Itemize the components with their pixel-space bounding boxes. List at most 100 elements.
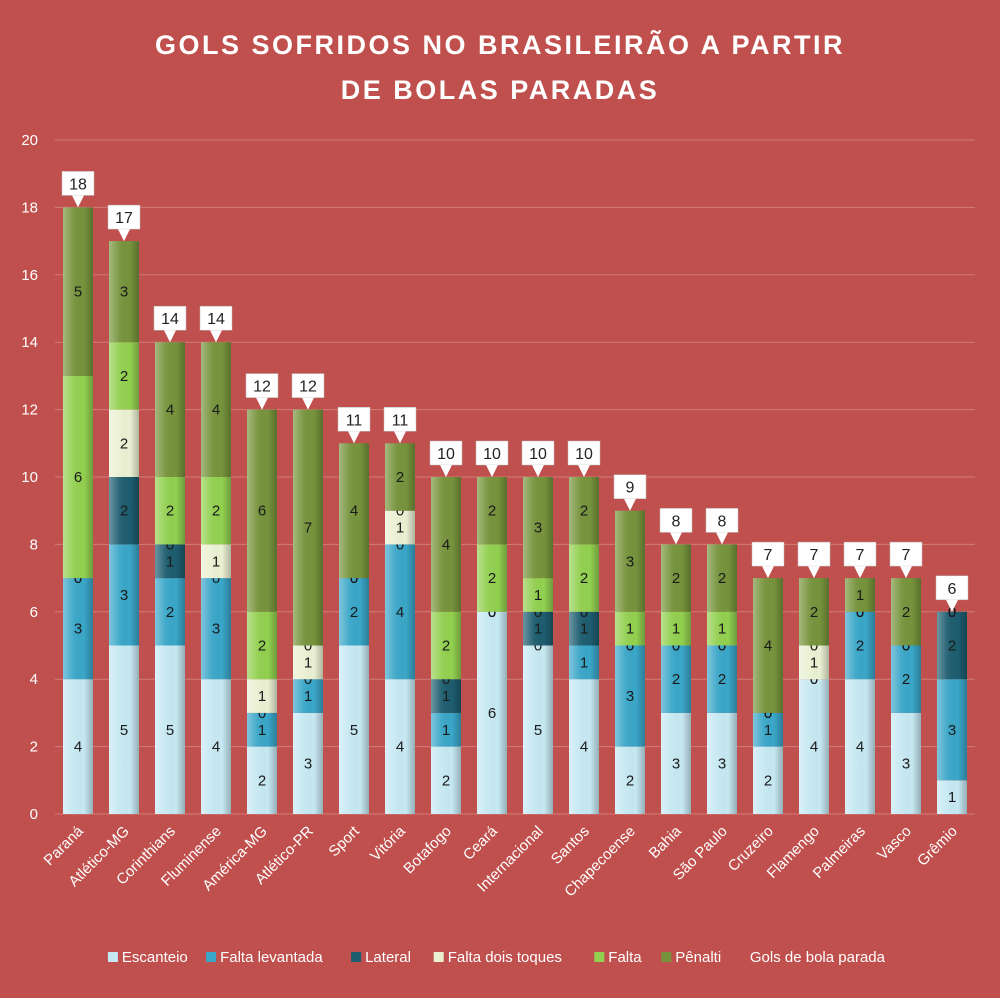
total-pointer (532, 465, 544, 477)
segment-value-label: 2 (488, 570, 496, 587)
total-pointer (256, 397, 268, 410)
legend-swatch (107, 952, 118, 962)
bar-segment-shade (109, 477, 139, 545)
legend-item-falta-levantada: Falta levantada (206, 949, 323, 966)
segment-value-label: 1 (718, 621, 726, 638)
total-callout: 10 (429, 440, 463, 477)
segment-value-label: 2 (488, 503, 496, 520)
bar-segment-shade (845, 611, 875, 680)
bar-segment-shade (937, 679, 967, 781)
total-pointer (210, 330, 222, 343)
total-box (659, 508, 693, 533)
segment-value-label: 2 (442, 638, 450, 655)
segment-value-label: 0 (810, 671, 818, 688)
segment-value-label: 0 (810, 638, 818, 655)
segment-value-label: 2 (718, 671, 726, 688)
total-box (567, 440, 601, 466)
total-pointer (486, 465, 498, 477)
total-value-label: 10 (437, 446, 455, 463)
legend-swatch (351, 952, 362, 962)
segment-value-label: 0 (672, 638, 680, 655)
segment-value-label: 3 (534, 520, 542, 537)
bar-segment-shade (845, 578, 875, 612)
bar-segment-shade (569, 679, 599, 814)
total-pointer (716, 532, 728, 545)
legend-item-escanteio: Escanteio (107, 949, 188, 966)
bar-segment-shade (155, 477, 185, 545)
total-callout: 12 (245, 373, 279, 410)
legend: Escanteio Falta levantada Lateral Falta doi… (107, 949, 886, 966)
segment-value-label: 0 (534, 638, 542, 655)
segment-value-label: 2 (258, 638, 266, 655)
total-value-label: 7 (810, 547, 819, 564)
segment-value-label: 0 (258, 705, 266, 722)
total-pointer (762, 566, 774, 579)
y-tick-label: 4 (30, 671, 38, 688)
segment-value-label: 4 (396, 604, 404, 621)
segment-value-label: 0 (626, 638, 634, 655)
bar-segment-shade (615, 645, 645, 747)
bar-segment-shade (753, 712, 783, 747)
total-value-label: 8 (672, 513, 681, 530)
bar-segment-shade (799, 578, 829, 646)
bar-segment-shade (339, 443, 369, 579)
segment-value-label: 1 (396, 520, 404, 537)
bar-segment-shade (431, 611, 461, 680)
bar-segment-shade (201, 544, 231, 579)
bar-segment-shade (63, 679, 93, 814)
total-value-label: 11 (392, 412, 409, 429)
bar-segment-shade (63, 207, 93, 376)
bar-segment-shade (63, 578, 93, 680)
segment-value-label: 4 (350, 503, 358, 520)
bar-segment-shade (891, 712, 921, 814)
total-pointer (808, 566, 820, 579)
segment-value-label: 2 (672, 570, 680, 587)
segment-value-label: 0 (856, 604, 864, 621)
segment-value-label: 0 (810, 671, 818, 688)
bar-segment-shade (845, 679, 875, 814)
total-pointer (164, 330, 176, 343)
total-callout: 7 (797, 541, 831, 579)
segment-value-label: 0 (718, 638, 726, 655)
bar-segment-shade (707, 611, 737, 646)
bar-segment-shade (201, 342, 231, 477)
bar-corinthians: 5 2 10 2 4 (155, 342, 185, 814)
bar-segment-shade (615, 510, 645, 612)
chart-title: GOLS SOFRIDOS NO BRASILEIRÃO A PARTIR DE… (155, 29, 843, 105)
bar-segment-shade (661, 611, 691, 646)
segment-value-label: 2 (120, 368, 128, 385)
bar-segment-shade (109, 409, 139, 477)
segment-value-label: 0 (350, 570, 358, 587)
total-callout: 10 (567, 440, 601, 477)
segment-value-label: 6 (488, 705, 496, 722)
total-callout: 14 (153, 305, 187, 343)
bar-segment-shade (523, 578, 553, 612)
bar-segment-shade (569, 477, 599, 545)
total-callout: 9 (613, 474, 647, 511)
bar-segment-shade (385, 443, 415, 511)
bar-segment-shade (799, 679, 829, 814)
total-box (797, 541, 831, 567)
total-value-label: 7 (902, 547, 911, 564)
segment-value-label: 0 (856, 604, 864, 621)
bar-segment-shade (569, 645, 599, 680)
segment-value-label: 0 (764, 705, 772, 722)
bar-segment-shade (339, 578, 369, 646)
bar-segment-shade (523, 477, 553, 579)
total-pointer (854, 566, 866, 579)
bar-segment-shade (109, 342, 139, 410)
bar-segment-shade (385, 679, 415, 814)
segment-value-label: 0 (488, 604, 496, 621)
segment-value-label: 1 (672, 621, 680, 638)
segment-value-label: 0 (856, 604, 864, 621)
bar-segment-shade (293, 679, 323, 713)
segment-value-label: 0 (488, 604, 496, 621)
bar-vitoria: 4 4 010 2 (385, 443, 415, 814)
